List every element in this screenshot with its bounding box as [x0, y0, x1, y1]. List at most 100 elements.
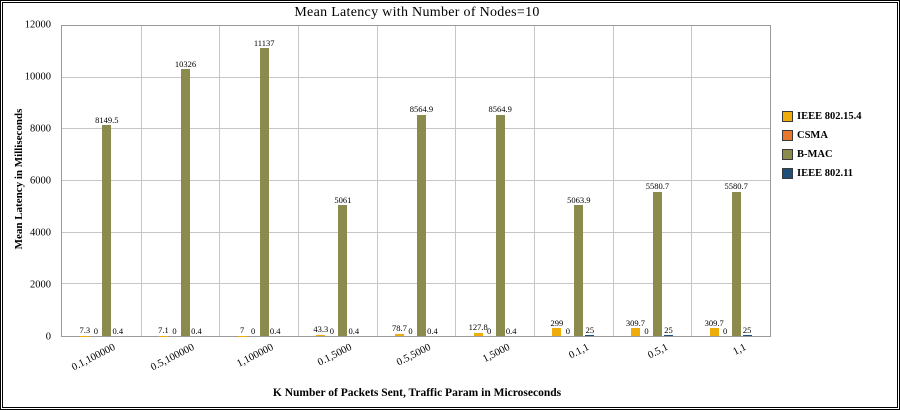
bar-group: 299 0 5063.9 25: [534, 26, 613, 336]
vertical-gridline: [219, 26, 221, 336]
bar: 78.7: [392, 324, 407, 336]
bar-group: 309.7 0 5580.7 25: [613, 26, 692, 336]
y-tick-label: 6000: [30, 175, 51, 187]
bar: 309.7: [626, 318, 645, 336]
legend-label: IEEE 802.15.4: [797, 111, 862, 122]
chart-title: Mean Latency with Number of Nodes=10: [294, 5, 540, 20]
vertical-gridline: [612, 26, 614, 336]
x-category-label: 1,1: [731, 342, 749, 358]
bar-value-label: 0: [93, 325, 98, 336]
vertical-gridline: [691, 26, 693, 336]
vertical-gridline: [140, 26, 142, 336]
bar-value-label: 309.7: [704, 317, 724, 328]
bar-value-label: 25: [585, 324, 595, 335]
bar: 5061: [334, 196, 351, 336]
bar-group: 7.1 0 10326 0.4: [141, 26, 220, 336]
bar-value-label: 43.3: [313, 324, 329, 335]
bar: 25: [663, 325, 673, 336]
y-tick-label: 0: [45, 331, 51, 343]
bar-value-label: 7.3: [79, 325, 91, 336]
plot-area: 7.3 0 8149.5 0.4 7.1 0 10326 0.4 7 0 11137 0.4 43.3 0…: [61, 25, 771, 337]
bar-value-label: 0: [723, 325, 728, 336]
bar-value-label: 5580.7: [645, 181, 670, 192]
bar-value-label: 0.4: [191, 325, 202, 336]
x-axis-title: K Number of Packets Sent, Traffic Param …: [272, 387, 562, 399]
legend-label: IEEE 802.11: [797, 168, 854, 179]
bar-value-label: 0: [251, 325, 256, 336]
bar: 8564.9: [488, 105, 512, 336]
bar: 5580.7: [646, 182, 669, 336]
bar-group: 43.3 0 5061 0.4: [298, 26, 377, 336]
bar-value-label: 309.7: [625, 317, 646, 328]
bar: 25: [585, 325, 595, 336]
bar-value-label: 10326: [174, 58, 197, 69]
y-tick-label: 8000: [30, 123, 51, 135]
bar-value-label: 25: [742, 324, 752, 335]
y-tick-label: 10000: [24, 71, 51, 83]
vertical-gridline: [298, 26, 299, 336]
legend-swatch: [782, 130, 793, 141]
x-category-label: 0.1,100000: [70, 342, 118, 374]
bar: 8564.9: [410, 105, 433, 336]
horizontal-gridline: [62, 76, 770, 78]
legend-swatch: [782, 149, 793, 160]
legend-item: B-MAC: [782, 149, 861, 160]
bar-value-label: 0: [565, 325, 570, 336]
vertical-gridline: [376, 26, 378, 336]
bar-value-label: 0.4: [348, 325, 360, 336]
bar: 309.7: [705, 318, 724, 336]
x-category-label: 1,100000: [235, 342, 276, 370]
bar-group: 309.7 0 5580.7 25: [691, 26, 770, 336]
legend-label: B-MAC: [797, 149, 833, 160]
bar: 10326: [175, 60, 196, 336]
bar-value-label: 299: [550, 317, 564, 328]
bar: 43.3: [313, 325, 328, 336]
bar-group: 7 0 11137 0.4: [219, 26, 298, 336]
x-category-label: 0.5,1: [645, 342, 670, 362]
bar-value-label: 7.1: [158, 325, 169, 336]
x-category-label: 0.5,5000: [395, 342, 433, 369]
vertical-gridline: [534, 26, 535, 336]
bar-value-label: 0.4: [505, 325, 517, 336]
bar: 5063.9: [567, 196, 591, 336]
bar-value-label: 8564.9: [409, 104, 434, 115]
x-axis-category-labels: 0.1,100000 0.5,100000 1,100000 0.1,5000 0.5,…: [61, 338, 771, 382]
y-tick-label: 2000: [30, 279, 51, 291]
x-category-label: 0.5,100000: [149, 342, 197, 374]
bar-value-label: 8149.5: [95, 114, 119, 125]
bar-value-label: 0.4: [427, 325, 438, 336]
bar-value-label: 78.7: [392, 323, 407, 334]
legend-item: IEEE 802.11: [782, 168, 861, 179]
bar-value-label: 0: [644, 325, 649, 336]
legend-item: CSMA: [782, 130, 861, 141]
horizontal-gridline: [62, 128, 770, 130]
y-tick-label: 4000: [30, 227, 51, 239]
bar-value-label: 25: [664, 324, 673, 335]
vertical-gridline: [455, 26, 457, 336]
bar-value-label: 0: [487, 325, 492, 336]
bar: 25: [742, 325, 752, 336]
y-tick-label: 12000: [24, 19, 51, 31]
bar-group: 127.8 0 8564.9 0.4: [455, 26, 534, 336]
y-axis-ticks: 0 2000 4000 6000 8000 10000 12000: [1, 20, 55, 343]
bar: 299: [550, 319, 563, 336]
x-category-label: 0.1,1: [567, 342, 591, 362]
bar-value-label: 8564.9: [488, 104, 512, 115]
x-category-label: 1,5000: [481, 342, 512, 365]
bar: 8149.5: [95, 116, 119, 336]
bar-value-label: 0: [172, 325, 177, 336]
bar-value-label: 5580.7: [724, 181, 748, 192]
bar-value-label: 11137: [253, 37, 275, 48]
bar: 5580.7: [724, 182, 748, 336]
bar-value-label: 127.8: [468, 322, 488, 333]
bar-value-label: 0.4: [269, 325, 281, 336]
bar-group: 78.7 0 8564.9 0.4: [377, 26, 456, 336]
bar-value-label: 0.4: [112, 325, 124, 336]
legend-item: IEEE 802.15.4: [782, 111, 861, 122]
bar: 11137: [254, 39, 274, 336]
bar-value-label: 5061: [334, 194, 352, 205]
bar-value-label: 0: [329, 325, 334, 336]
bar: 127.8: [469, 323, 488, 336]
legend: IEEE 802.15.4 CSMA B-MAC IEEE 802.11: [782, 111, 861, 179]
